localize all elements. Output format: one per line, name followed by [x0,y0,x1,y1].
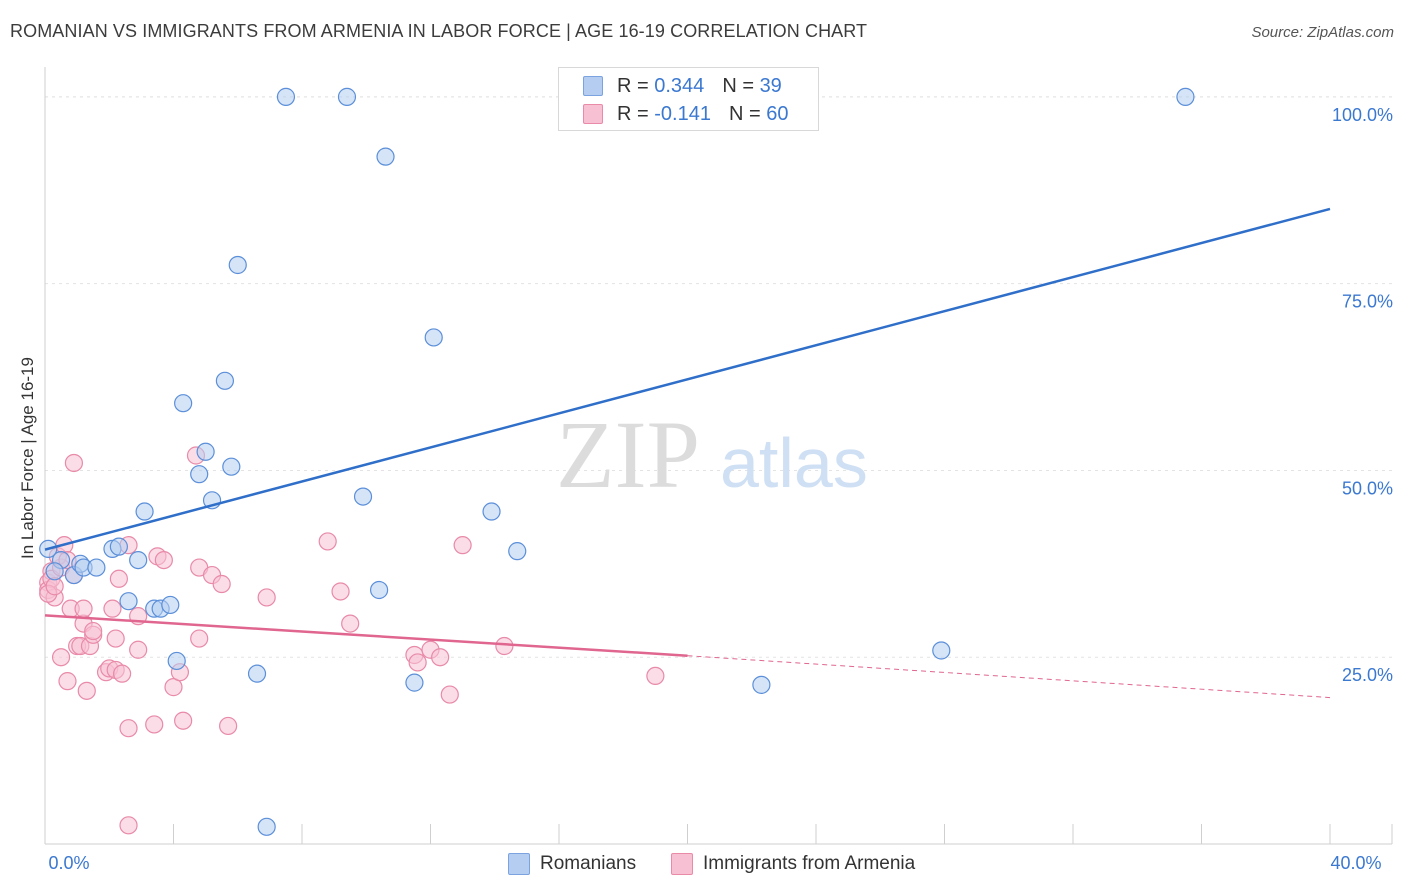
data-point-romanians [932,641,951,660]
data-point-armenia [58,672,77,691]
legend-n-label: N = [728,102,761,125]
legend-r-label: R = [617,74,649,97]
bottom-legend-label-armenia: Immigrants from Armenia [703,853,916,874]
data-point-armenia [646,666,665,685]
data-point-romanians [222,457,241,476]
bottom-legend-label-romanians: Romanians [540,853,637,874]
y-tick-label: 25.0% [1342,665,1393,685]
data-point-romanians [508,542,527,561]
data-point-armenia [408,653,427,672]
data-point-romanians [109,537,128,556]
trend-line-romanians [44,207,1331,551]
data-point-romanians [482,502,501,521]
legend-row-romanians: R = 0.344 N = 39 [583,74,782,98]
axes [44,67,1393,845]
data-point-armenia [219,716,238,736]
legend: R = 0.344 N = 39 R = -0.141 N = 60 [558,67,819,131]
data-point-romanians [376,147,395,166]
source-label: Source: ZipAtlas.com [1251,24,1394,41]
y-tick-label: 100.0% [1332,105,1393,125]
data-point-romanians [87,558,106,577]
data-point-romanians [45,562,64,581]
y-tick-label: 75.0% [1342,292,1393,312]
data-point-armenia [77,681,96,700]
data-point-armenia [190,629,209,648]
data-point-romanians [215,371,234,390]
legend-row-armenia: R = -0.141 N = 60 [583,102,789,126]
watermark-zip: ZIP [556,401,700,508]
legend-n-label: N = [722,74,754,97]
tick-labels: 25.0% 50.0% 75.0% 100.0% 0.0% 40.0% [48,105,1393,873]
data-point-armenia [51,648,71,667]
trend-lines [44,207,1331,699]
data-point-armenia [431,648,450,667]
bottom-legend-armenia: Immigrants from Armenia [671,851,915,877]
data-point-armenia [318,532,337,551]
chart-title: ROMANIAN VS IMMIGRANTS FROM ARMENIA IN L… [10,21,868,41]
data-point-armenia [154,550,173,570]
data-point-armenia [119,816,138,835]
x-tick-label: 40.0% [1330,853,1381,873]
data-point-romanians [129,550,148,570]
x-tick-label: 0.0% [48,853,89,873]
data-point-armenia [112,664,132,683]
data-point-romanians [247,664,267,683]
trend-line-armenia-extrapolated [687,655,1331,699]
y-axis-label: In Labor Force | Age 16-19 [18,357,37,559]
data-point-armenia [119,719,138,738]
data-point-romanians [228,255,247,275]
data-point-romanians [405,673,424,692]
legend-r-value-romanians: 0.344 [654,74,705,97]
data-point-romanians [196,442,215,461]
data-point-armenia [212,574,231,594]
y-tick-label: 50.0% [1342,478,1393,498]
trend-line-armenia [44,614,688,657]
data-point-romanians [1176,87,1195,106]
data-point-romanians [190,465,209,484]
data-point-armenia [103,599,122,618]
data-point-romanians [119,592,138,611]
watermark-atlas: atlas [720,424,868,502]
data-point-romanians [424,328,443,347]
data-point-armenia [74,599,93,618]
bottom-legend-swatch-armenia [671,853,693,875]
data-point-armenia [257,588,276,607]
data-point-romanians [337,87,357,106]
data-point-armenia [145,715,164,734]
data-point-armenia [84,621,103,641]
data-point-romanians [167,651,186,671]
gridlines [45,96,1392,658]
data-point-armenia [109,569,128,588]
data-point-romanians [752,675,771,694]
legend-r-label: R = [617,102,649,125]
watermark: ZIP atlas [556,401,868,508]
bottom-legend-swatch-romanians [508,853,530,875]
data-point-armenia [440,685,459,704]
legend-r-value-armenia: -0.141 [654,102,711,125]
legend-n-value-romanians: 39 [759,74,782,97]
data-point-romanians [135,502,154,521]
data-point-armenia [64,453,84,473]
data-point-armenia [495,636,514,656]
data-point-romanians [161,595,180,615]
data-point-armenia [341,614,360,633]
legend-n-value-armenia: 60 [766,102,789,125]
data-point-armenia [453,536,472,555]
data-point-romanians [370,580,389,600]
data-point-romanians [174,394,193,413]
series-romanians [39,87,1195,836]
data-point-romanians [353,487,373,506]
legend-swatch-romanians [583,76,603,96]
data-point-armenia [106,629,125,648]
bottom-legend-romanians: Romanians [508,851,636,877]
data-point-armenia [174,711,193,730]
data-point-armenia [331,582,350,601]
data-point-romanians [257,817,276,836]
legend-swatch-armenia [583,104,603,124]
data-point-armenia [129,640,148,659]
data-point-romanians [276,87,296,106]
